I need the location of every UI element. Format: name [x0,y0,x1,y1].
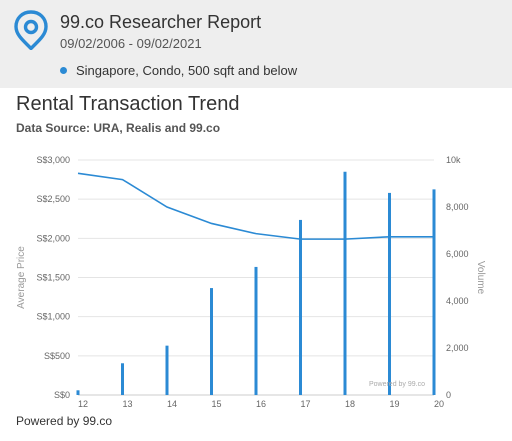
x-tick-label: 19 [389,399,399,409]
rental-trend-chart: S$0 S$500 S$1,000 S$1,500 S$2,000 S$2,500 S$3,… [16,155,486,409]
y-left-tick-label: S$2,500 [36,194,70,204]
volume-bar [76,390,80,395]
y-left-tick-label: S$2,000 [36,233,70,243]
volume-bar [254,266,258,395]
y-right-tick-label: 0 [446,390,451,400]
filter-legend: Singapore, Condo, 500 sqft and below [60,63,297,78]
volume-bar [210,288,213,395]
average-price-line [77,172,434,240]
y-right-tick-label: 4,000 [446,296,469,306]
y-right-tick-label: 2,000 [446,343,469,353]
volume-bar [299,219,302,395]
x-tick-label: 20 [434,399,444,409]
volume-bar [432,189,436,395]
volume-bar [165,345,169,395]
x-tick-label: 16 [256,399,266,409]
y-right-tick-label: 10k [446,155,461,165]
x-tick-label: 12 [78,399,88,409]
y-left-tick-label: S$500 [44,351,70,361]
chart-source: Data Source: URA, Realis and 99.co [16,121,221,135]
y-left-tick-label: S$0 [54,390,70,400]
x-tick-label: 17 [300,399,310,409]
y-right-tick-label: 6,000 [446,249,469,259]
x-tick-label: 13 [122,399,132,409]
report-date-range: 09/02/2006 - 09/02/2021 [60,36,202,51]
location-pin-icon [14,10,48,50]
report-header: 99.co Researcher Report 09/02/2006 - 09/… [0,0,512,88]
filter-bullet-icon [60,67,67,74]
x-tick-label: 15 [211,399,221,409]
volume-bar [388,192,391,395]
y-left-tick-label: S$1,000 [36,312,70,322]
footer-powered-by: Powered by 99.co [16,414,113,428]
y-left-axis-title: Average Price [16,246,27,309]
volume-bar [121,363,124,395]
report-title: 99.co Researcher Report [60,12,262,32]
y-right-axis-title: Volume [475,261,486,295]
filter-text: Singapore, Condo, 500 sqft and below [76,63,298,78]
y-right-tick-label: 8,000 [446,202,469,212]
volume-bar [343,171,347,395]
x-tick-label: 14 [167,399,177,409]
chart-title: Rental Transaction Trend [16,93,240,115]
chart-credit: Powered by 99.co [369,381,425,388]
y-left-tick-label: S$1,500 [36,273,70,283]
x-tick-label: 18 [345,399,355,409]
y-left-tick-label: S$3,000 [36,155,70,165]
